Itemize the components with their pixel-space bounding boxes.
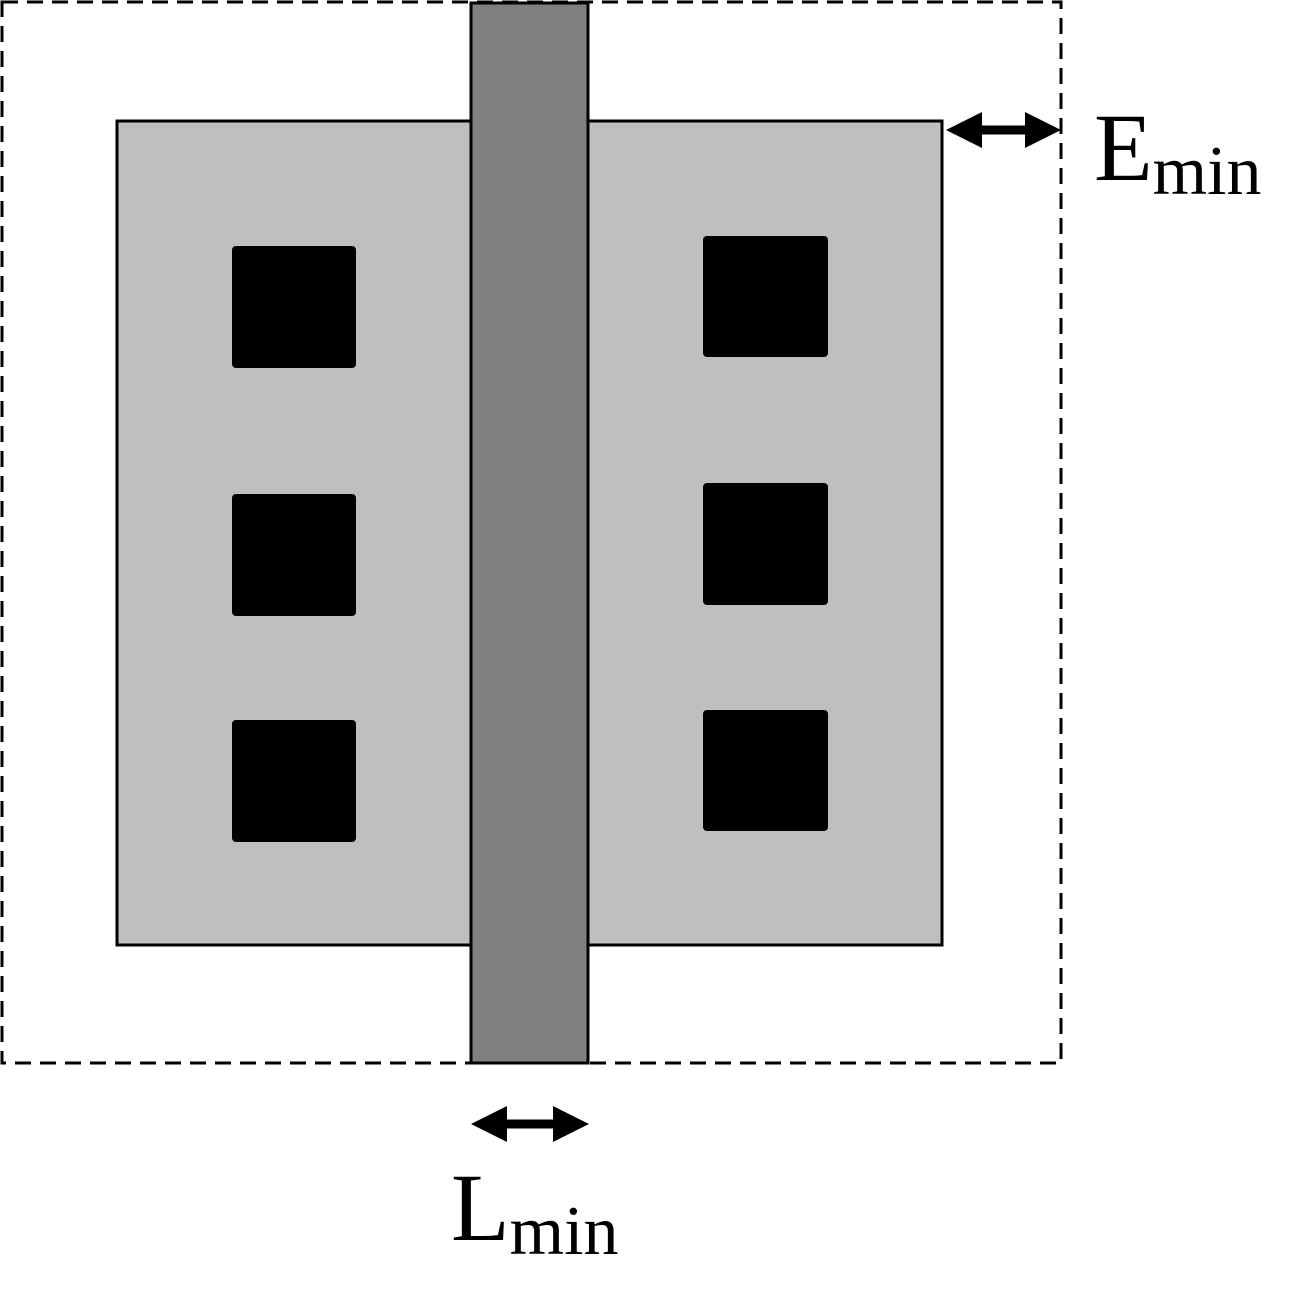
gate-poly-strip: [469, 1, 590, 1065]
contact-left-3: [232, 720, 356, 842]
contact-left-1: [232, 246, 356, 368]
contact-right-2: [703, 483, 828, 605]
right-contacts: [703, 236, 828, 831]
contact-right-1: [703, 236, 828, 357]
contact-left-2: [232, 494, 356, 616]
lmin-double-arrow: [471, 1106, 589, 1142]
lmin-label: Lmin: [451, 1154, 619, 1270]
emin-label: Emin: [1094, 94, 1262, 210]
left-contacts: [232, 246, 356, 842]
emin-double-arrow: [946, 112, 1061, 148]
contact-right-3: [703, 710, 828, 831]
